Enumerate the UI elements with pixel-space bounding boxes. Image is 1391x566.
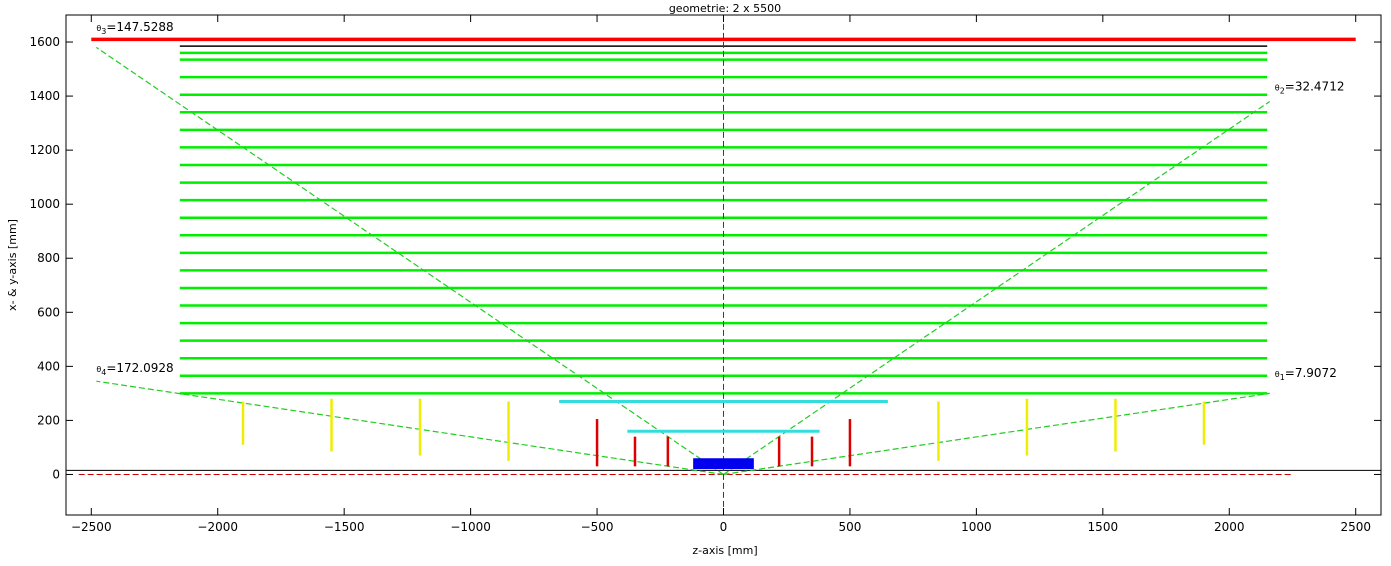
annotation-1: θ2=32.4712 [1275, 80, 1345, 96]
x-tick-label-2: −1500 [324, 520, 365, 534]
y-axis-label: x- & y-axis [mm] [6, 219, 19, 311]
y-tick-label-7: 1400 [29, 89, 60, 103]
annotation-symbol: θ [96, 24, 101, 33]
annotation-subscript: 2 [1280, 87, 1285, 96]
x-tick-label-5: 0 [720, 520, 728, 534]
x-tick-label-4: −500 [581, 520, 614, 534]
annotation-3: θ1=7.9072 [1275, 366, 1337, 382]
x-tick-label-0: −2500 [71, 520, 112, 534]
cone-line-2 [723, 392, 1270, 476]
y-tick-label-3: 600 [37, 305, 60, 319]
x-tick-label-8: 1500 [1088, 520, 1119, 534]
x-tick-label-10: 2500 [1340, 520, 1371, 534]
y-tick-label-2: 400 [37, 359, 60, 373]
annotation-value: =7.9072 [1285, 366, 1337, 380]
x-tick-label-3: −1000 [450, 520, 491, 534]
y-tick-label-6: 1200 [29, 143, 60, 157]
annotation-subscript: 1 [1280, 373, 1285, 382]
y-tick-label-8: 1600 [29, 35, 60, 49]
annotation-symbol: θ [96, 365, 101, 374]
x-axis-label: z-axis [mm] [692, 544, 757, 557]
target-block [693, 458, 754, 470]
axes: −2500 −2000 −1500 −1000 −500 0 500 1000 1500 2000… [29, 15, 1381, 534]
cone-line-3 [96, 380, 724, 476]
annotation-2: θ4=172.0928 [96, 361, 173, 377]
x-tick-label-7: 1000 [961, 520, 992, 534]
annotation-value: =172.0928 [106, 361, 173, 375]
y-tick-label-1: 200 [37, 413, 60, 427]
x-tick-label-9: 2000 [1214, 520, 1245, 534]
x-tick-label-6: 500 [838, 520, 861, 534]
annotation-0: θ3=147.5288 [96, 20, 173, 36]
y-tick-label-5: 1000 [29, 197, 60, 211]
annotation-value: =32.4712 [1285, 80, 1345, 94]
annotation-subscript: 3 [101, 27, 106, 36]
cone-line-1 [96, 46, 724, 475]
annotation-symbol: θ [1275, 370, 1280, 379]
annotation-value: =147.5288 [106, 20, 173, 34]
y-tick-label-0: 0 [52, 467, 60, 481]
annotation-subscript: 4 [101, 368, 106, 377]
annotation-symbol: θ [1275, 84, 1280, 93]
chart-title: geometrie: 2 x 5500 [669, 2, 781, 15]
x-tick-label-1: −2000 [197, 520, 238, 534]
y-tick-label-4: 800 [37, 251, 60, 265]
cone-line-0 [723, 100, 1271, 475]
